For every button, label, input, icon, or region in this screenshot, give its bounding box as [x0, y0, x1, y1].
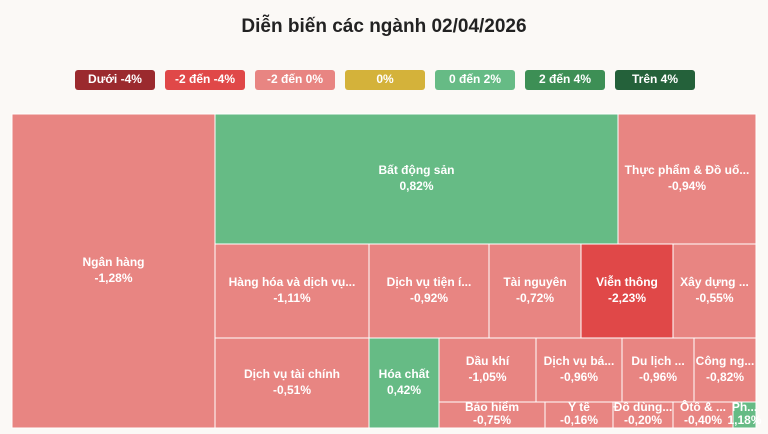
tile-label: Xây dựng ... — [680, 275, 749, 289]
legend-label: Dưới -4% — [88, 72, 142, 86]
tile-value: -0,16% — [560, 413, 598, 427]
tile-label: Dịch vụ tài chính — [244, 367, 340, 381]
tile-value: -0,20% — [624, 413, 662, 427]
tile-value: -0,82% — [706, 370, 744, 384]
tile-label: Y tế — [568, 400, 590, 414]
tile — [488, 243, 582, 339]
legend-label: 2 đến 4% — [539, 72, 591, 86]
tile — [693, 337, 757, 403]
legend-swatch — [165, 70, 245, 90]
tile-value: -0,75% — [473, 413, 511, 427]
tile-value: -2,23% — [608, 291, 646, 305]
tile-value: -0,96% — [560, 370, 598, 384]
legend-label: 0% — [376, 72, 394, 86]
tile-value: -0,72% — [516, 291, 554, 305]
tile-label: Dầu khí — [466, 354, 510, 368]
tile — [438, 401, 546, 429]
tile-value: -1,28% — [94, 271, 132, 285]
legend-label: -2 đến -4% — [175, 72, 235, 86]
tile — [368, 337, 440, 429]
tile — [544, 401, 614, 429]
tile-value: 0,82% — [399, 179, 433, 193]
legend-swatch — [435, 70, 515, 90]
tile-value: -0,96% — [639, 370, 677, 384]
legend-swatch — [615, 70, 695, 90]
tile-value: -0,94% — [668, 179, 706, 193]
tile — [214, 113, 619, 245]
tile — [672, 243, 757, 339]
tile-label: Viễn thông — [596, 274, 658, 289]
tile-label: Ph... — [732, 400, 757, 414]
legend-swatch — [75, 70, 155, 90]
tile-label: Bảo hiểm — [465, 400, 519, 414]
legend-label: 0 đến 2% — [449, 72, 501, 86]
tile-label: Hóa chất — [379, 367, 430, 381]
tile-label: Dịch vụ tiện í... — [387, 275, 472, 289]
tile — [535, 337, 623, 403]
tile-value: 1,18% — [727, 413, 761, 427]
tile-label: Ngân hàng — [83, 255, 145, 269]
legend-swatch — [525, 70, 605, 90]
tile-label: Dịch vụ bá... — [544, 354, 615, 368]
tile-value: -0,55% — [695, 291, 733, 305]
tile-value: -1,05% — [468, 370, 506, 384]
tile-value: -0,40% — [684, 413, 722, 427]
tile — [11, 113, 216, 429]
tile — [368, 243, 490, 339]
legend-swatch — [255, 70, 335, 90]
tile-value: -0,51% — [273, 383, 311, 397]
legend-label: -2 đến 0% — [267, 72, 323, 86]
tile — [438, 337, 537, 403]
tile-value: -0,92% — [410, 291, 448, 305]
tile-label: Du lịch ... — [631, 354, 684, 368]
tile-label: Ôtô & ... — [680, 399, 726, 414]
tile-label: Tài nguyên — [503, 275, 566, 289]
tile — [214, 337, 370, 429]
tile — [732, 401, 757, 429]
tile-label: Hàng hóa và dịch vụ... — [229, 275, 356, 289]
tile-label: Bất động sản — [378, 163, 454, 177]
legend-label: Trên 4% — [632, 72, 678, 86]
tile-label: Đồ dùng... — [614, 400, 673, 414]
tile — [214, 243, 370, 339]
tile-value: -1,11% — [273, 291, 311, 305]
tile-label: Công ng... — [696, 354, 755, 368]
chart-title: Diễn biến các ngành 02/04/2026 — [241, 15, 526, 37]
tile — [617, 113, 757, 245]
tile-label: Thực phẩm & Đồ uố... — [625, 163, 750, 177]
tile-value: 0,42% — [387, 383, 421, 397]
legend-swatch — [345, 70, 425, 90]
